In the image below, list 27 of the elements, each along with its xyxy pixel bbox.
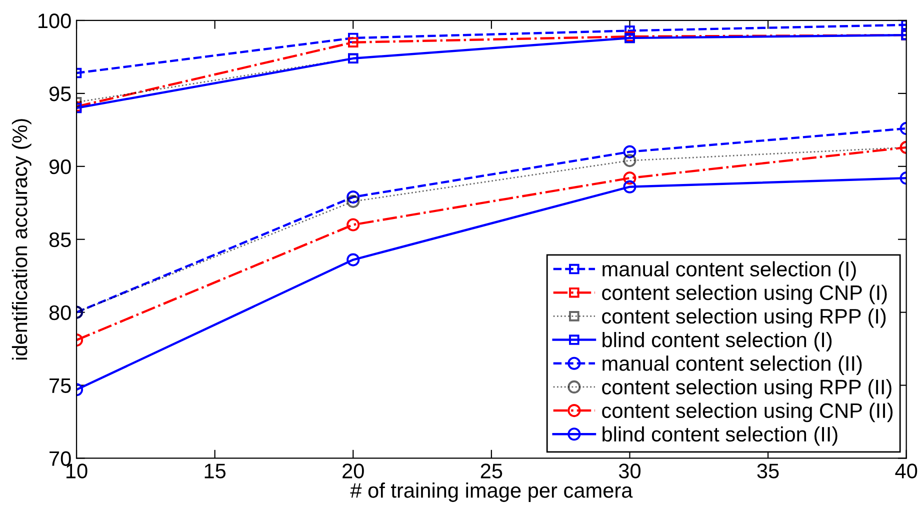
y-tick-label: 95	[49, 86, 71, 102]
x-tick-label: 35	[757, 464, 779, 478]
point	[623, 172, 636, 185]
point	[346, 218, 360, 232]
y-tick-label: 75	[50, 378, 71, 394]
legend-label: content selection using RPP (I)	[602, 308, 886, 328]
y-tick-label: 80	[49, 305, 71, 320]
legend-label: blind content selection (II)	[602, 426, 838, 446]
legend-label: content selection using CNP (I)	[602, 284, 887, 304]
y-axis-title: identification accuracy (%)	[12, 119, 32, 360]
legend-label: content selection using RPP (II)	[602, 379, 892, 399]
y-tick-label: 100	[38, 13, 71, 28]
y-tick-label: 90	[49, 159, 71, 174]
legend-label: blind content selection (I)	[602, 332, 832, 352]
x-axis-title: # of training image per camera	[350, 482, 633, 502]
x-tick-label: 10	[66, 464, 88, 478]
legend-label: manual content selection (II)	[602, 356, 862, 375]
x-tick-label: 15	[204, 464, 226, 478]
legend-label: content selection using CNP (II)	[602, 402, 893, 422]
y-tick-label: 70	[50, 451, 71, 466]
x-tick-label: 20	[342, 464, 364, 478]
x-tick-label: 30	[618, 464, 640, 478]
x-tick-label: 40	[895, 464, 918, 478]
legend-label: manual content selection (I)	[602, 261, 856, 281]
point	[348, 37, 358, 48]
y-tick-label: 85	[49, 232, 71, 248]
x-tick-label: 25	[480, 464, 502, 478]
